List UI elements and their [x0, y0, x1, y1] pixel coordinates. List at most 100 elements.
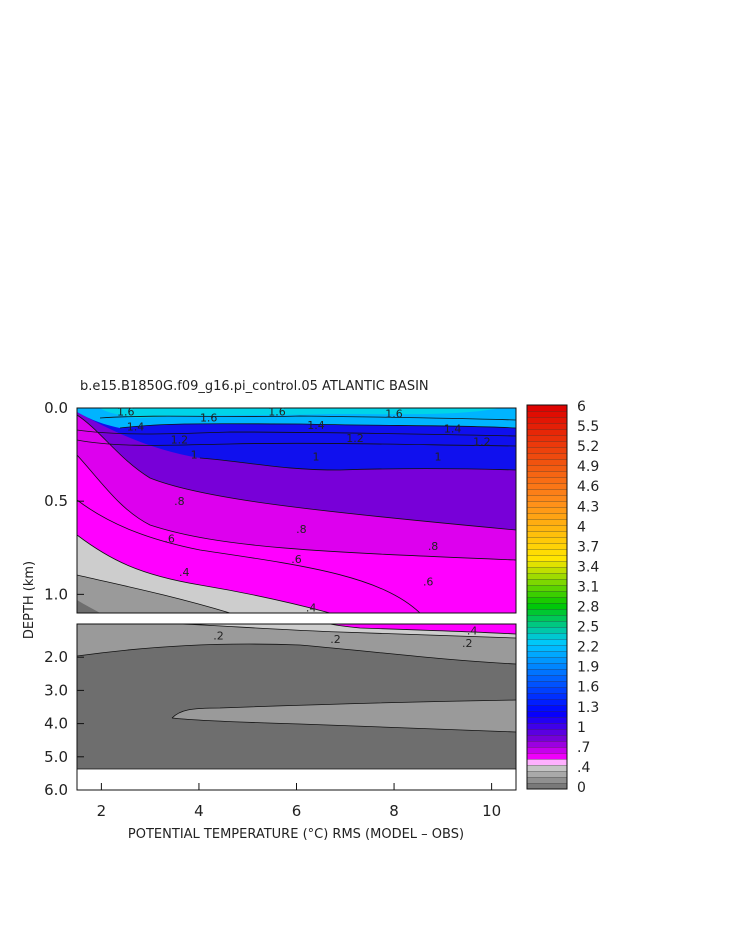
colorbar-cell	[526, 422, 568, 430]
colorbar-cell	[526, 716, 568, 724]
lower-gray-mid-tongue	[172, 700, 516, 732]
y-axis-label: DEPTH (km)	[22, 561, 37, 639]
colorbar-cell	[526, 710, 568, 718]
upper-panel: 0.0 0.5 1.0	[44, 399, 517, 614]
colorbar-cell	[526, 704, 568, 712]
colorbar-cell	[526, 416, 568, 424]
colorbar-cell	[526, 584, 568, 592]
lower-y-tick-label: 4.0	[44, 715, 68, 733]
colorbar-label: 1	[577, 720, 586, 736]
colorbar-label: 2.2	[577, 640, 599, 656]
x-tick-label: 6	[292, 802, 302, 820]
colorbar-cell	[526, 560, 568, 568]
colorbar-label: 4	[577, 519, 586, 535]
lower-y-axis: 2.0 3.0 4.0 5.0 6.0	[44, 648, 84, 799]
colorbar-cell	[526, 632, 568, 640]
colorbar-cell	[526, 608, 568, 616]
colorbar-cell	[526, 482, 568, 490]
upper-y-tick-label: 0.0	[44, 399, 68, 417]
x-tick-label: 2	[97, 802, 107, 820]
colorbar-cell	[526, 554, 568, 562]
colorbar-cell	[526, 476, 568, 484]
upper-y-tick-label: 1.0	[44, 585, 68, 603]
contour-labels: 1.6 1.6 1.6 1.61.4 1.4 1.41.2 1.2 1.21 1 1.8.8.8.…	[117, 406, 491, 650]
colorbar-cell	[526, 464, 568, 472]
colorbar-cell	[526, 452, 568, 460]
colorbar-label: .4	[577, 760, 590, 776]
colorbar-cell	[526, 650, 568, 658]
lower-y-tick-label: 2.0	[44, 648, 68, 666]
contour-label: .2	[462, 637, 473, 650]
colorbar: 6 5.5 5.2 4.9 4.6 4.3 4 3.7 3.4 3.1 2.8 2.5 2.2 1.9 1.…	[526, 399, 599, 796]
colorbar-cell	[526, 506, 568, 514]
colorbar-cell	[526, 782, 568, 790]
colorbar-cell	[526, 470, 568, 478]
colorbar-cell	[526, 614, 568, 622]
contour-label: 1.6	[117, 406, 135, 419]
upper-teal-surface-band	[100, 408, 500, 418]
colorbar-cell	[526, 764, 568, 772]
colorbar-label: 5.5	[577, 419, 599, 435]
contour-label: .2	[213, 630, 224, 643]
colorbar-cell	[526, 728, 568, 736]
colorbar-cell	[526, 590, 568, 598]
contour-label: 1.6	[200, 411, 218, 424]
contour-label: 1.2	[346, 432, 364, 445]
colorbar-label: 4.9	[577, 459, 599, 475]
lower-y-tick-label: 5.0	[44, 748, 68, 766]
x-tick-label: 10	[482, 802, 501, 820]
x-tick-label: 8	[389, 802, 399, 820]
lower-contour-lines	[77, 624, 516, 733]
colorbar-cell	[526, 518, 568, 526]
colorbar-cell	[526, 602, 568, 610]
colorbar-cell	[526, 578, 568, 586]
colorbar-label: 3.1	[577, 579, 599, 595]
colorbar-cell	[526, 746, 568, 754]
contour-label: 1.2	[473, 436, 491, 449]
contour-label: 1	[434, 450, 441, 463]
colorbar-cell	[526, 524, 568, 532]
colorbar-label: 0	[577, 780, 586, 796]
x-axis-label: POTENTIAL TEMPERATURE (°C) RMS (MODEL – …	[128, 827, 464, 842]
colorbar-label: 4.6	[577, 479, 599, 495]
contour-label: 1.4	[444, 423, 462, 436]
contour-label: .2	[330, 633, 341, 646]
colorbar-label: 6	[577, 399, 586, 415]
colorbar-label: 1.3	[577, 700, 599, 716]
colorbar-cell	[526, 440, 568, 448]
colorbar-cell	[526, 572, 568, 580]
contour-label: .8	[428, 540, 439, 553]
colorbar-label: 3.7	[577, 539, 599, 555]
colorbar-cell	[526, 722, 568, 730]
colorbar-cell	[526, 752, 568, 760]
colorbar-cell	[526, 674, 568, 682]
colorbar-label: 3.4	[577, 559, 599, 575]
colorbar-cell	[526, 494, 568, 502]
upper-gray-dark-band	[77, 600, 100, 613]
contour-label: 1	[313, 450, 320, 463]
x-axis: 2 4 6 8 10	[97, 783, 501, 820]
colorbar-label: 4.3	[577, 499, 599, 515]
colorbar-cell	[526, 500, 568, 508]
colorbar-cell	[526, 548, 568, 556]
colorbar-cell	[526, 692, 568, 700]
colorbar-cell	[526, 740, 568, 748]
colorbar-cell	[526, 638, 568, 646]
lower-y-tick-label: 6.0	[44, 781, 68, 799]
contour-label: 1.2	[171, 434, 189, 447]
lower-panel: 2.0 3.0 4.0 5.0 6.0	[44, 623, 517, 799]
colorbar-cell	[526, 680, 568, 688]
contour-label: .4	[179, 566, 190, 579]
colorbar-cell	[526, 446, 568, 454]
chart-title: b.e15.B1850G.f09_g16.pi_control.05 ATLAN…	[80, 379, 429, 394]
colorbar-cell	[526, 662, 568, 670]
colorbar-cell	[526, 404, 568, 412]
contour-label: .8	[296, 523, 307, 536]
upper-gray-mid-band	[77, 575, 230, 613]
contour-label: 1.4	[127, 421, 145, 434]
colorbar-cell	[526, 566, 568, 574]
colorbar-cell	[526, 542, 568, 550]
colorbar-frame	[526, 404, 568, 790]
colorbar-cell	[526, 686, 568, 694]
